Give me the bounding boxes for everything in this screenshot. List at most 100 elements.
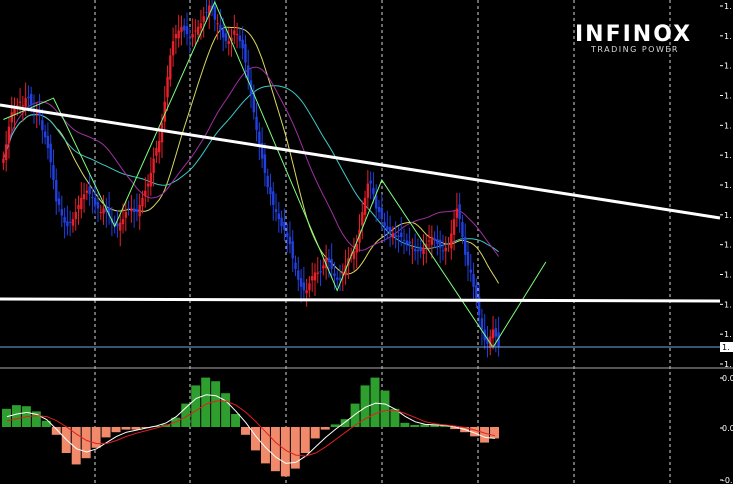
candle-body bbox=[180, 26, 183, 32]
candle-body bbox=[461, 222, 464, 237]
candle-body bbox=[427, 240, 431, 242]
oscillator-axis: 0.0 0.0 -0. bbox=[720, 374, 733, 484]
candle-body bbox=[394, 234, 397, 237]
candle-body bbox=[266, 175, 269, 188]
candle-body bbox=[94, 197, 97, 205]
candle-body bbox=[288, 236, 292, 245]
candle-body bbox=[166, 76, 169, 98]
candle-body bbox=[99, 212, 102, 214]
histogram-bar bbox=[231, 414, 241, 427]
candle-body bbox=[46, 135, 50, 148]
candle-body bbox=[425, 244, 428, 248]
candle-body bbox=[160, 123, 164, 143]
histogram-bar bbox=[380, 390, 390, 427]
histogram-bar bbox=[241, 427, 250, 435]
histogram-bar bbox=[440, 425, 450, 427]
candle-body bbox=[341, 272, 345, 276]
candle-body bbox=[272, 191, 275, 205]
histogram-bar bbox=[470, 427, 480, 437]
support-line bbox=[0, 297, 721, 303]
price-tick-label: 1. bbox=[724, 211, 732, 220]
candle-body bbox=[433, 238, 436, 241]
candle-body bbox=[419, 246, 422, 252]
candle-body bbox=[135, 209, 139, 213]
candle-body bbox=[216, 23, 219, 25]
candle-body bbox=[380, 207, 383, 220]
candle-body bbox=[196, 26, 200, 35]
candle-body bbox=[458, 204, 461, 220]
candle-body bbox=[2, 158, 5, 163]
candle-body bbox=[486, 337, 489, 344]
candle-body bbox=[436, 239, 439, 245]
candle-body bbox=[247, 65, 250, 81]
histogram-bar bbox=[181, 403, 191, 427]
histogram-bar bbox=[101, 427, 111, 438]
candle-body bbox=[263, 154, 267, 173]
candle-body bbox=[121, 219, 125, 225]
candle-body bbox=[319, 271, 322, 273]
candle-body bbox=[447, 244, 450, 246]
candle-body bbox=[338, 278, 342, 280]
candle-body bbox=[472, 273, 475, 287]
candle-body bbox=[130, 208, 133, 212]
candle-body bbox=[80, 197, 83, 210]
candle-body bbox=[441, 250, 445, 252]
candle-body bbox=[194, 30, 197, 32]
candle-body bbox=[252, 91, 255, 113]
candle-body bbox=[213, 6, 217, 20]
candle-body bbox=[7, 126, 11, 143]
candle-body bbox=[74, 212, 77, 220]
candle-body bbox=[475, 285, 478, 302]
candle-body bbox=[411, 247, 414, 249]
candle-body bbox=[277, 213, 281, 220]
price-tick-label: 1. bbox=[724, 271, 732, 280]
candle-body bbox=[311, 276, 314, 281]
signal-line-red bbox=[6, 400, 496, 457]
candle-body bbox=[297, 270, 300, 280]
candle-body bbox=[308, 283, 311, 291]
histogram-bar bbox=[191, 385, 201, 427]
candle-body bbox=[171, 41, 175, 56]
candle-body bbox=[49, 143, 52, 163]
candle-body bbox=[497, 332, 500, 348]
candle-body bbox=[452, 219, 456, 235]
brand-tagline: TRADING POWER bbox=[591, 45, 679, 54]
current-price-label: 1. bbox=[722, 343, 730, 352]
price-axis: 1. 1. 1. 1. 1. 1. 1. 1. 1. 1. 1. 1. 1. 1. bbox=[720, 2, 733, 369]
histogram-bar bbox=[340, 419, 350, 427]
candle-body bbox=[400, 232, 403, 237]
histogram-bar bbox=[300, 427, 310, 453]
candle-body bbox=[285, 232, 289, 237]
candle-body bbox=[230, 37, 233, 42]
histogram-bar bbox=[280, 427, 290, 477]
histogram-bar bbox=[330, 424, 340, 427]
candle-body bbox=[369, 180, 372, 184]
candle-body bbox=[299, 278, 303, 287]
candle-body bbox=[60, 209, 64, 216]
price-tick-label: 1. bbox=[724, 62, 732, 71]
candle-body bbox=[233, 30, 236, 35]
candle-body bbox=[177, 30, 180, 39]
candle-body bbox=[316, 272, 319, 274]
candle-body bbox=[274, 209, 278, 213]
candle-body bbox=[494, 328, 498, 337]
candle-body bbox=[96, 202, 100, 209]
ma-purple-line bbox=[2, 66, 500, 257]
candle-body bbox=[383, 222, 386, 227]
histogram-bar bbox=[2, 408, 11, 427]
candle-body bbox=[280, 217, 283, 227]
price-tick-label: 1. bbox=[724, 181, 732, 190]
candle-body bbox=[163, 101, 166, 122]
histogram-bar bbox=[350, 403, 360, 427]
candle-body bbox=[224, 33, 228, 42]
candle-body bbox=[41, 120, 44, 131]
candle-body bbox=[416, 249, 420, 252]
candle-body bbox=[63, 217, 66, 223]
candle-body bbox=[132, 208, 136, 213]
candle-body bbox=[119, 222, 122, 231]
candle-body bbox=[30, 93, 33, 106]
histogram-bar bbox=[410, 424, 420, 427]
candle-body bbox=[466, 251, 470, 266]
candle-body bbox=[202, 16, 205, 22]
candle-body bbox=[327, 258, 331, 262]
